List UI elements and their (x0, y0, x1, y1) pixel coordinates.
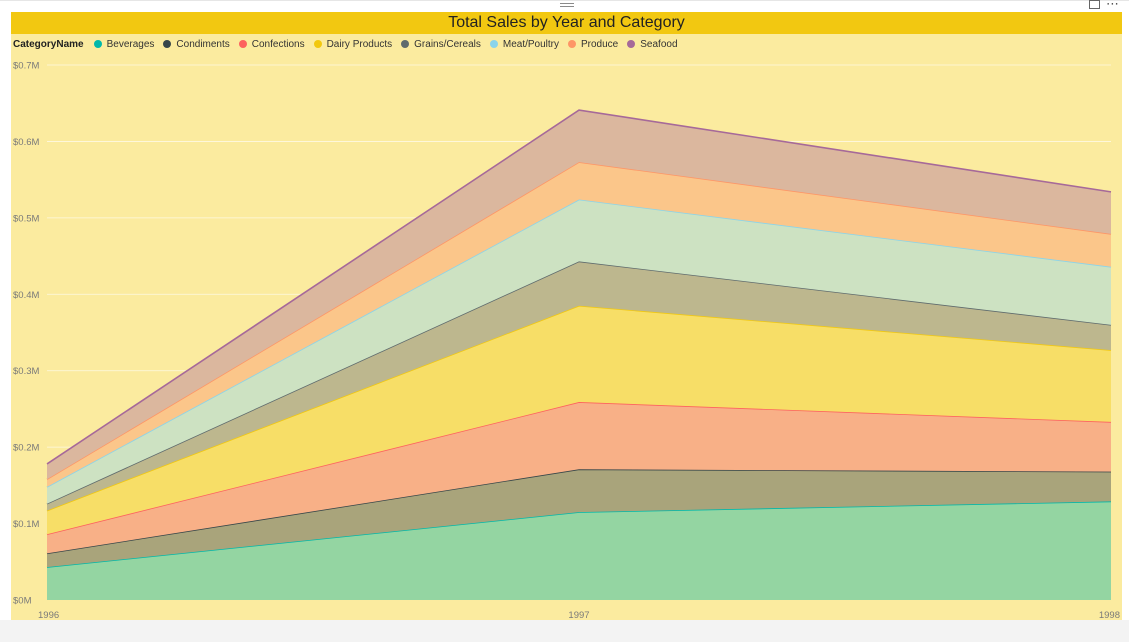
x-tick-label: 1998 (1099, 610, 1120, 621)
area-beverages[interactable] (47, 501, 1111, 600)
y-tick-label: $0.2M (13, 443, 39, 454)
legend-label: Beverages (106, 38, 155, 50)
series-line-seafood[interactable] (46, 109, 1112, 465)
legend-item-condiments[interactable]: Condiments (163, 38, 230, 50)
legend-label: Condiments (176, 38, 230, 50)
area-meat-poultry[interactable] (47, 199, 1111, 504)
chart-title-bar: Total Sales by Year and Category (11, 12, 1122, 34)
area-confections[interactable] (47, 402, 1111, 554)
area-grains-cereals[interactable] (47, 261, 1111, 511)
x-tick-label: 1996 (38, 610, 59, 621)
legend-item-beverages[interactable]: Beverages (93, 38, 155, 50)
area-condiments[interactable] (47, 469, 1111, 568)
legend-label: Dairy Products (326, 38, 393, 50)
legend: CategoryName Beverages Condiments Confecti… (13, 37, 687, 51)
legend-item-confections[interactable]: Confections (238, 38, 305, 50)
y-tick-label: $0.1M (13, 519, 39, 530)
y-tick-label: $0.7M (13, 61, 39, 72)
legend-label: Meat/Poultry (502, 38, 559, 50)
legend-label: Seafood (640, 38, 678, 50)
bottom-strip (0, 620, 1129, 642)
legend-label: Produce (581, 38, 619, 50)
legend-item-grains-cereals[interactable]: Grains/Cereals (401, 39, 481, 50)
legend-item-seafood[interactable]: Seafood (627, 38, 678, 50)
legend-dot-icon (568, 40, 576, 48)
area-dairy-products[interactable] (47, 305, 1111, 535)
legend-dot-icon (93, 40, 102, 48)
legend-dot-icon (627, 40, 636, 48)
legend-dot-icon (489, 40, 498, 48)
y-tick-label: $0.3M (13, 366, 39, 377)
legend-item-produce[interactable]: Produce (568, 39, 618, 50)
y-tick-label: $0.6M (13, 137, 39, 148)
focus-mode-icon[interactable] (1089, 0, 1100, 9)
legend-label: Confections (251, 38, 305, 50)
legend-title: CategoryName (13, 38, 84, 50)
legend-dot-icon (163, 40, 172, 48)
legend-dot-icon (401, 40, 410, 48)
y-tick-label: $0.4M (13, 290, 39, 301)
y-tick-label: $0M (13, 596, 32, 607)
x-tick-label: 1997 (568, 610, 589, 621)
pane-border (0, 0, 1129, 1)
chart-title: Total Sales by Year and Category (448, 14, 685, 31)
legend-dot-icon (238, 40, 247, 48)
legend-item-meat-poultry[interactable]: Meat/Poultry (489, 38, 559, 50)
legend-dot-icon (313, 40, 322, 48)
more-options-icon[interactable]: ⋯ (1106, 0, 1120, 11)
legend-item-dairy-products[interactable]: Dairy Products (313, 38, 393, 50)
legend-label: Grains/Cereals (414, 38, 481, 50)
drag-handle-icon[interactable] (560, 1, 574, 10)
legend-items: Beverages Condiments Confections Dairy Prod… (93, 38, 687, 50)
y-tick-label: $0.5M (13, 213, 39, 224)
